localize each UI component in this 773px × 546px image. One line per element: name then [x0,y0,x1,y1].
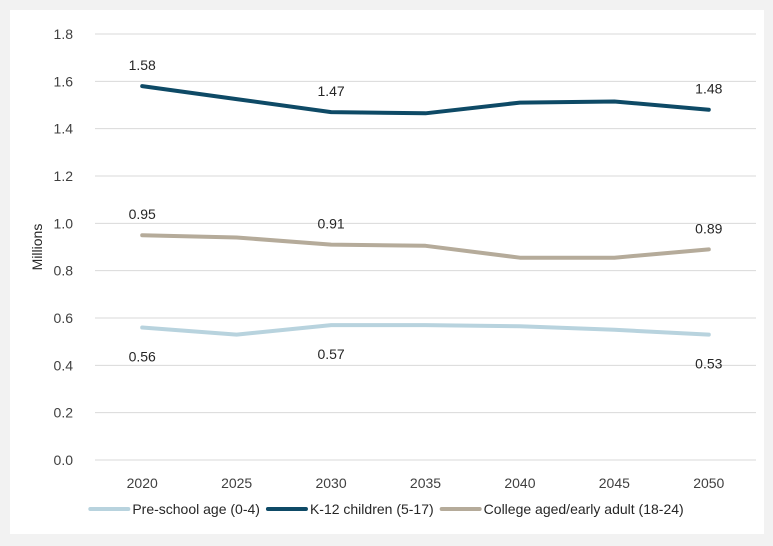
data-label: 1.48 [695,81,722,97]
y-axis-title: Millions [29,224,45,271]
y-tick-label: 0.2 [54,405,74,421]
data-label: 0.89 [695,220,722,236]
x-tick-label: 2020 [127,475,158,491]
data-label: 0.91 [317,216,344,232]
series-line [140,233,711,260]
y-tick-label: 0.6 [54,310,74,326]
y-tick-label: 1.8 [54,26,74,42]
y-tick-label: 1.2 [54,168,74,184]
x-tick-label: 2025 [221,475,252,491]
y-tick-label: 1.0 [54,215,74,231]
legend-item: Pre-school age (0-4) [88,501,260,517]
series-line [140,84,711,116]
y-tick-label: 0.8 [54,263,74,279]
y-tick-labels: 0.0 0.2 0.4 0.6 0.8 1.0 1.2 1.4 1.6 1.8 [54,26,74,468]
legend-item: K-12 children (5-17) [265,501,434,517]
data-label: 1.58 [129,57,156,73]
data-label: 0.56 [129,348,156,364]
data-label: 0.95 [129,206,156,222]
legend-label: K-12 children (5-17) [310,501,434,517]
chart-frame: 0.0 0.2 0.4 0.6 0.8 1.0 1.2 1.4 1.6 1.8 2020 2025 20… [10,10,764,534]
series-2: 1.58 1.47 1.48 [129,57,723,116]
x-tick-label: 2030 [315,475,346,491]
x-tick-label: 2045 [599,475,630,491]
legend-label: College aged/early adult (18-24) [484,501,684,517]
series-3: 0.95 0.91 0.89 [129,206,723,260]
x-tick-label: 2035 [410,475,441,491]
x-tick-label: 2050 [693,475,724,491]
y-tick-label: 1.6 [54,73,74,89]
data-label: 1.47 [317,83,344,99]
legend-label: Pre-school age (0-4) [132,501,260,517]
gridlines [95,33,756,461]
data-label: 0.57 [317,346,344,362]
y-tick-label: 0.4 [54,357,74,373]
data-label: 0.53 [695,356,722,372]
y-tick-label: 1.4 [54,121,74,137]
x-tick-labels: 2020 2025 2030 2035 2040 2045 2050 [127,475,725,491]
legend-item: College aged/early adult (18-24) [439,501,684,517]
y-tick-label: 0.0 [54,452,74,468]
legend: Pre-school age (0-4) K-12 children (5-17)… [88,501,684,517]
series-line [140,323,711,337]
x-tick-label: 2040 [504,475,535,491]
series-1: 0.56 0.57 0.53 [129,323,723,372]
